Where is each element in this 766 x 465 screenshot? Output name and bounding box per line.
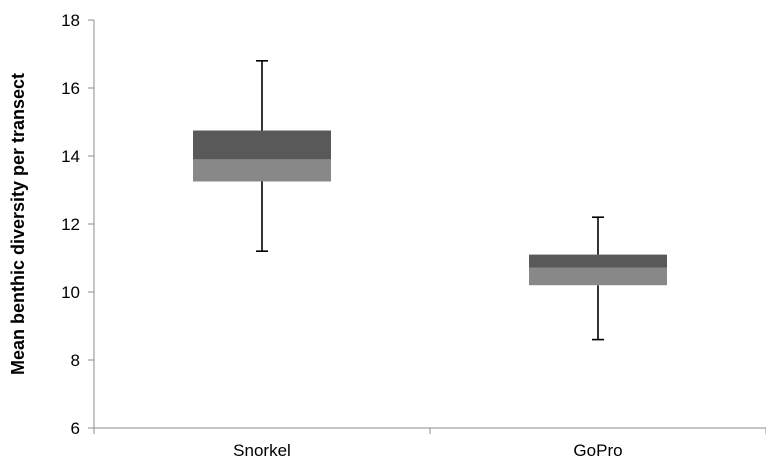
box-upper-quartile <box>529 254 667 268</box>
x-tick-label: Snorkel <box>233 441 291 460</box>
x-tick-label: GoPro <box>573 441 622 460</box>
box-snorkel <box>193 59 331 252</box>
y-ticks <box>88 19 94 429</box>
y-tick-label: 12 <box>61 215 80 234</box>
box-gopro <box>529 216 667 341</box>
boxes <box>193 59 667 341</box>
y-tick-label: 14 <box>61 147 80 166</box>
y-tick-label: 6 <box>71 419 80 438</box>
y-tick-labels: 6 8 10 12 14 16 18 <box>61 11 80 438</box>
y-tick-label: 8 <box>71 351 80 370</box>
y-axis-title: Mean benthic diversity per transect <box>8 73 28 375</box>
x-ticks <box>93 428 766 434</box>
y-tick-label: 16 <box>61 79 80 98</box>
box-lower-quartile <box>529 267 667 286</box>
y-tick-label: 18 <box>61 11 80 30</box>
box-lower-quartile <box>193 159 331 182</box>
y-tick-label: 10 <box>61 283 80 302</box>
box-upper-quartile <box>193 130 331 160</box>
x-tick-labels: Snorkel GoPro <box>233 441 622 460</box>
